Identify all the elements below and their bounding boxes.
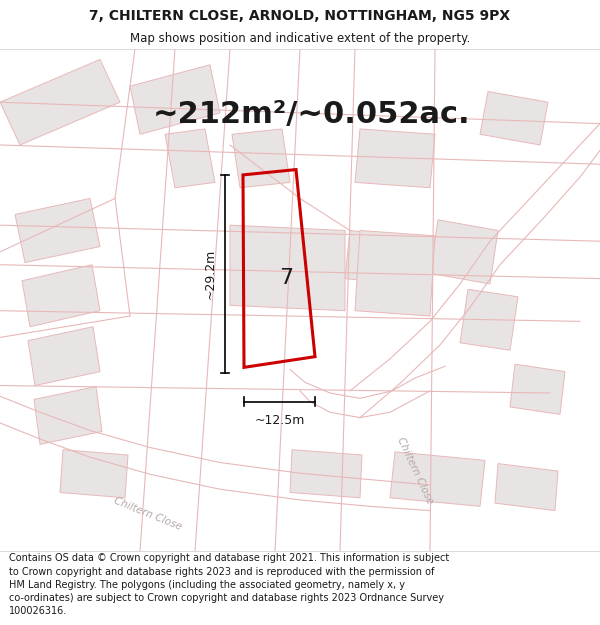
Polygon shape <box>355 129 435 188</box>
Polygon shape <box>0 59 120 145</box>
Text: Map shows position and indicative extent of the property.: Map shows position and indicative extent… <box>130 32 470 45</box>
Polygon shape <box>230 225 345 311</box>
Polygon shape <box>34 387 102 444</box>
Text: Contains OS data © Crown copyright and database right 2021. This information is : Contains OS data © Crown copyright and d… <box>9 554 449 616</box>
Polygon shape <box>28 327 100 386</box>
Polygon shape <box>390 452 485 506</box>
Polygon shape <box>460 289 518 350</box>
Polygon shape <box>495 464 558 511</box>
Text: ~212m²/~0.052ac.: ~212m²/~0.052ac. <box>153 99 471 129</box>
Polygon shape <box>15 198 100 262</box>
Polygon shape <box>165 129 215 188</box>
Text: 7: 7 <box>280 268 293 288</box>
Polygon shape <box>355 231 435 316</box>
Polygon shape <box>510 364 565 414</box>
Polygon shape <box>232 129 290 188</box>
Polygon shape <box>290 449 362 498</box>
Polygon shape <box>345 231 405 284</box>
Text: ~29.2m: ~29.2m <box>204 249 217 299</box>
Text: Chiltern Close: Chiltern Close <box>113 496 184 532</box>
Polygon shape <box>60 449 128 498</box>
Polygon shape <box>22 265 100 327</box>
Polygon shape <box>480 91 548 145</box>
Text: Chiltern Close: Chiltern Close <box>395 436 435 506</box>
Text: ~12.5m: ~12.5m <box>254 414 305 428</box>
Text: 7, CHILTERN CLOSE, ARNOLD, NOTTINGHAM, NG5 9PX: 7, CHILTERN CLOSE, ARNOLD, NOTTINGHAM, N… <box>89 9 511 22</box>
Polygon shape <box>130 65 220 134</box>
Polygon shape <box>430 220 498 284</box>
